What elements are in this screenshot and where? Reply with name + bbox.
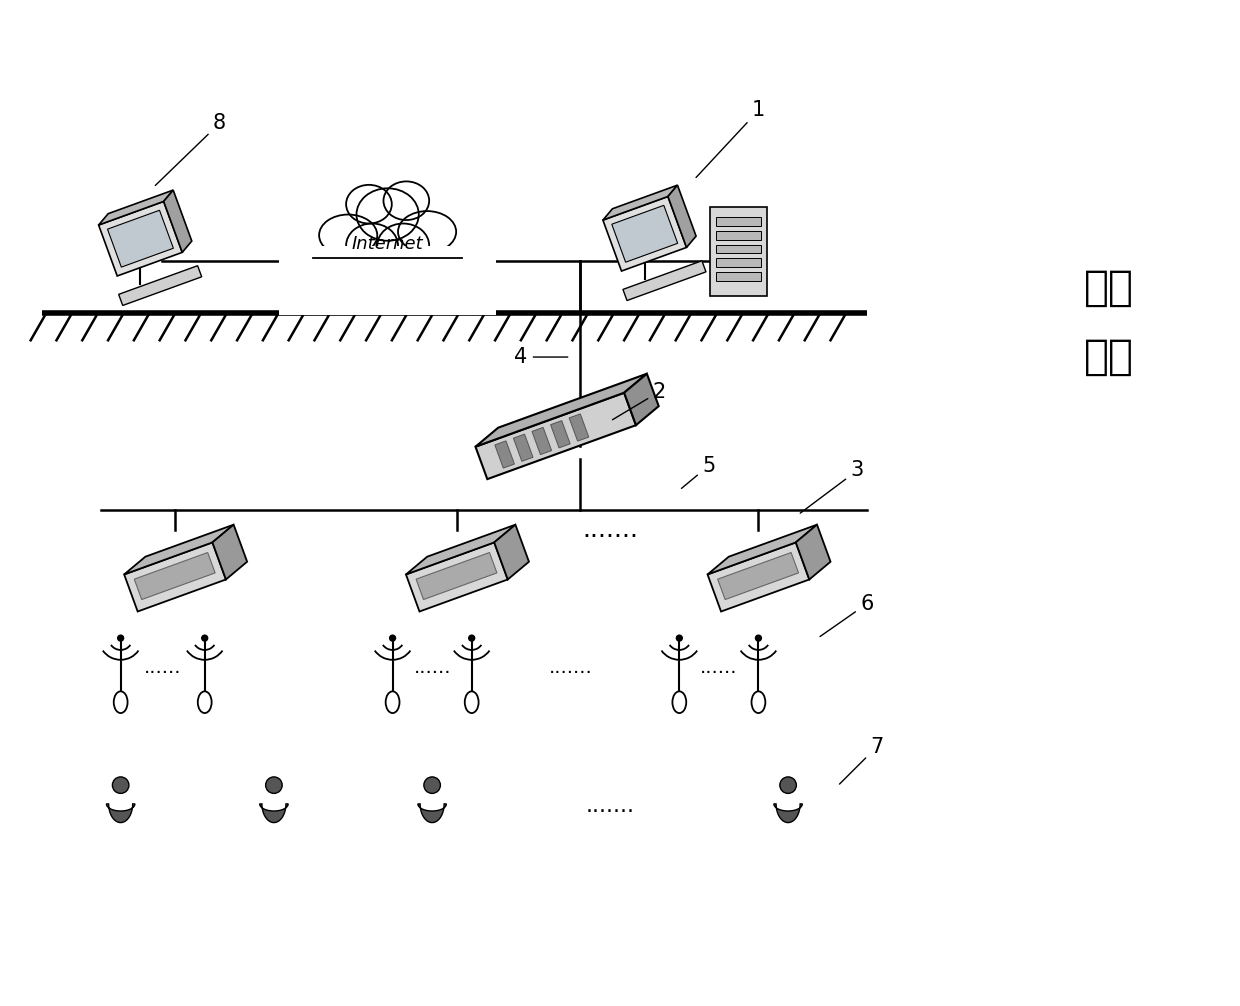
Text: 5: 5 [682, 456, 715, 488]
Circle shape [780, 777, 796, 794]
FancyBboxPatch shape [715, 244, 761, 254]
Polygon shape [119, 266, 202, 306]
Circle shape [113, 777, 129, 794]
Polygon shape [611, 205, 678, 263]
Polygon shape [513, 435, 533, 462]
Polygon shape [708, 542, 810, 612]
Ellipse shape [386, 691, 399, 713]
Ellipse shape [346, 185, 392, 223]
Polygon shape [668, 185, 696, 247]
FancyBboxPatch shape [715, 273, 761, 281]
Text: 7: 7 [839, 736, 884, 784]
FancyBboxPatch shape [715, 259, 761, 268]
Ellipse shape [377, 223, 429, 268]
Ellipse shape [672, 691, 686, 713]
Text: ......: ...... [413, 658, 451, 677]
Ellipse shape [356, 188, 419, 240]
Polygon shape [124, 525, 233, 574]
Ellipse shape [319, 214, 377, 256]
Circle shape [265, 777, 283, 794]
Text: 4: 4 [515, 347, 568, 367]
Ellipse shape [114, 691, 128, 713]
Polygon shape [134, 552, 215, 600]
Circle shape [424, 777, 440, 794]
Polygon shape [774, 804, 802, 823]
Text: 地面: 地面 [1085, 267, 1135, 309]
Polygon shape [108, 210, 174, 268]
Polygon shape [569, 413, 589, 441]
Polygon shape [417, 552, 497, 600]
Polygon shape [124, 542, 226, 612]
Polygon shape [99, 201, 182, 276]
Ellipse shape [383, 181, 429, 220]
Polygon shape [622, 261, 706, 301]
Bar [279, 245, 496, 315]
Polygon shape [107, 804, 135, 823]
Text: .......: ....... [585, 796, 635, 816]
Polygon shape [259, 804, 288, 823]
Polygon shape [532, 428, 552, 455]
Text: 3: 3 [800, 461, 864, 513]
Polygon shape [475, 392, 636, 479]
Text: .......: ....... [582, 518, 639, 541]
Polygon shape [475, 373, 647, 447]
Polygon shape [551, 421, 570, 448]
Polygon shape [495, 441, 515, 468]
Polygon shape [495, 525, 529, 579]
Text: 8: 8 [155, 114, 226, 185]
Circle shape [676, 635, 682, 641]
Circle shape [755, 635, 761, 641]
Text: ......: ...... [701, 658, 738, 677]
Text: 1: 1 [696, 101, 765, 177]
Polygon shape [718, 552, 799, 600]
Polygon shape [624, 373, 658, 426]
Text: ......: ...... [144, 658, 181, 677]
Circle shape [469, 635, 475, 641]
Ellipse shape [465, 691, 479, 713]
Polygon shape [796, 525, 831, 579]
Polygon shape [603, 196, 687, 271]
FancyBboxPatch shape [715, 217, 761, 226]
Text: 2: 2 [613, 381, 666, 420]
Text: Internet: Internet [352, 234, 423, 253]
Circle shape [389, 635, 396, 641]
FancyBboxPatch shape [711, 207, 768, 296]
Polygon shape [708, 525, 817, 574]
Circle shape [118, 635, 124, 641]
Polygon shape [418, 804, 446, 823]
Polygon shape [212, 525, 247, 579]
Polygon shape [405, 525, 516, 574]
Circle shape [202, 635, 207, 641]
Polygon shape [99, 190, 174, 225]
Ellipse shape [398, 211, 456, 253]
Polygon shape [405, 542, 507, 612]
Polygon shape [603, 185, 677, 220]
Text: 井下: 井下 [1085, 336, 1135, 378]
Ellipse shape [346, 223, 398, 268]
Polygon shape [164, 190, 192, 253]
FancyBboxPatch shape [715, 230, 761, 239]
Ellipse shape [751, 691, 765, 713]
Ellipse shape [198, 691, 212, 713]
Text: 6: 6 [820, 594, 874, 637]
Text: .......: ....... [548, 658, 593, 677]
